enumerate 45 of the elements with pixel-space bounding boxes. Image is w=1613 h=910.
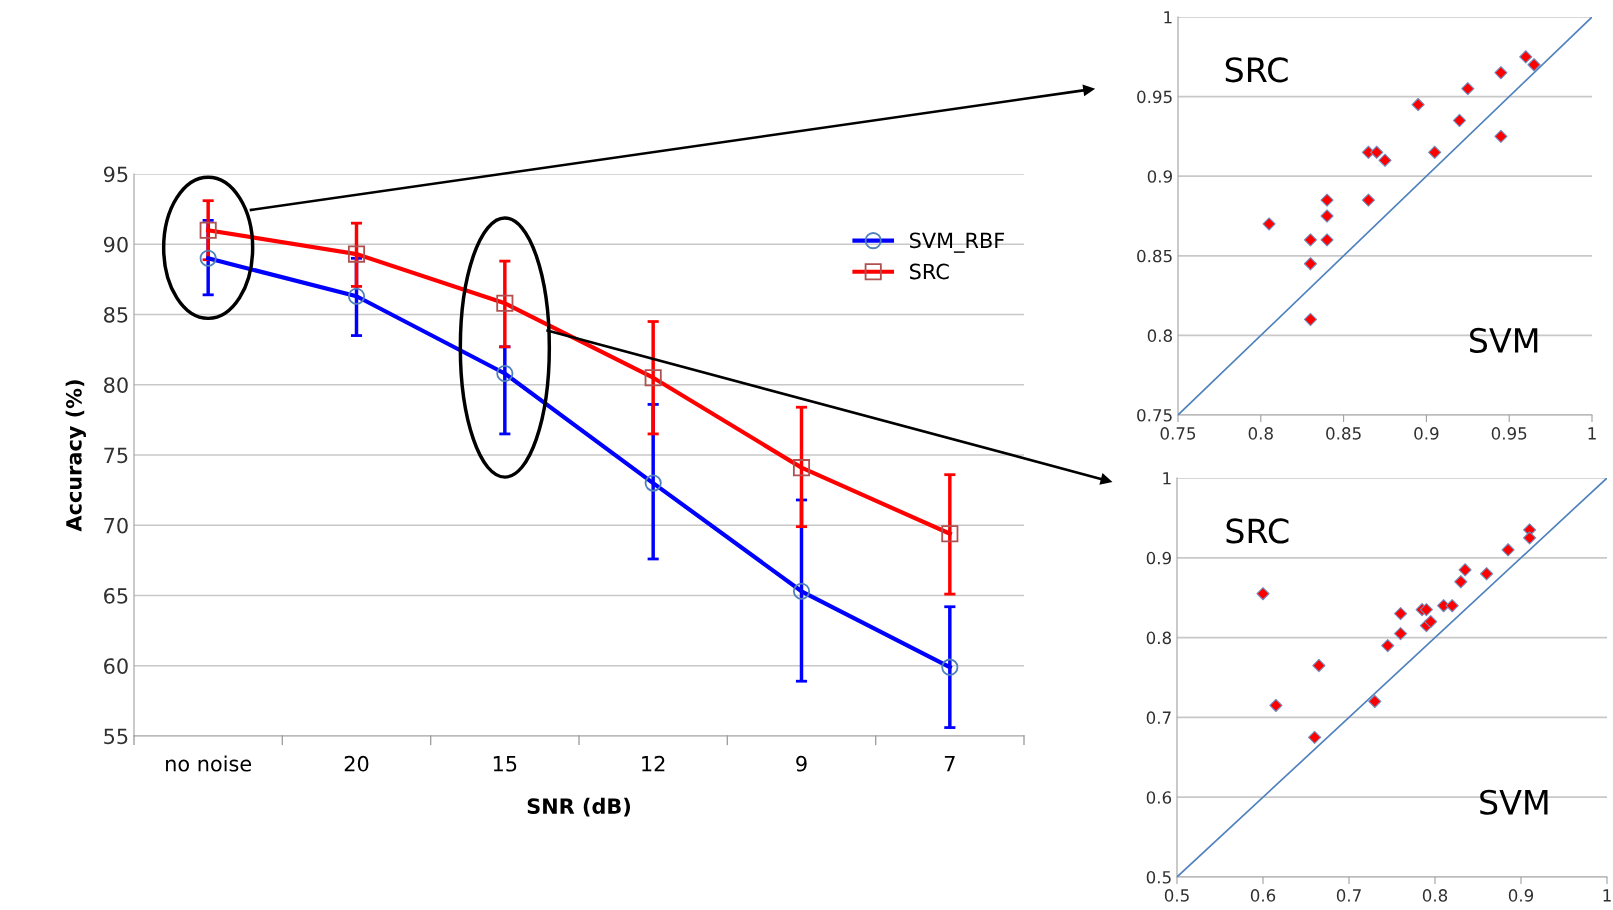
y-tick-label: 65 <box>104 587 128 604</box>
x-tick-label: 0.9 <box>1414 427 1439 440</box>
x-tick-label: 0.6 <box>1250 889 1276 902</box>
x-tick-label: 0.85 <box>1326 427 1361 440</box>
x-axis-title: SNR (dB) <box>527 797 630 817</box>
y-tick-label: 0.95 <box>1137 90 1172 104</box>
y-tick-label: 70 <box>104 517 128 534</box>
y-tick-label: 0.9 <box>1147 170 1172 183</box>
x-tick-label: 9 <box>796 755 807 772</box>
y-tick-label: 0.85 <box>1137 249 1172 263</box>
x-tick-label: 0.7 <box>1336 889 1361 902</box>
legend-label: SVM_RBF <box>910 232 1005 253</box>
x-tick-label: no noise <box>166 755 252 772</box>
legend-label: SRC <box>910 263 949 280</box>
y-tick-label: 0.75 <box>1137 408 1172 422</box>
y-tick-label: 55 <box>104 728 128 745</box>
x-tick-label: 12 <box>642 755 665 772</box>
y-tick-label: 0.9 <box>1146 551 1171 565</box>
annotation: SRC <box>1225 57 1288 83</box>
y-tick-label: 85 <box>104 306 128 323</box>
x-tick-label: 7 <box>944 756 955 772</box>
x-tick-label: 0.8 <box>1248 427 1273 440</box>
y-tick-label: 75 <box>104 447 128 464</box>
annotation: SVM <box>1480 789 1548 815</box>
y-tick-label: 1 <box>1163 472 1171 485</box>
x-tick-label: 15 <box>493 756 517 772</box>
y-tick-label: 0.7 <box>1146 711 1171 724</box>
y-axis-title: Accuracy (%) <box>65 380 86 532</box>
y-tick-label: 80 <box>104 377 128 393</box>
x-tick-label: 0.95 <box>1491 427 1527 440</box>
annotation: SVM <box>1470 327 1538 354</box>
x-tick-label: 0.8 <box>1422 889 1448 902</box>
y-tick-label: 0.5 <box>1146 870 1171 884</box>
annotation: SRC <box>1226 518 1289 544</box>
x-tick-label: 1 <box>1603 889 1611 902</box>
y-tick-label: 95 <box>103 166 128 183</box>
y-tick-label: 90 <box>103 236 128 253</box>
x-tick-label: 0.9 <box>1508 889 1534 902</box>
y-tick-label: 0.6 <box>1146 791 1172 804</box>
x-tick-label: 1 <box>1588 427 1596 440</box>
y-tick-label: 60 <box>104 658 128 674</box>
x-tick-label: 20 <box>344 755 369 772</box>
y-tick-label: 1 <box>1164 11 1172 24</box>
y-tick-label: 0.8 <box>1147 329 1172 342</box>
y-tick-label: 0.8 <box>1146 631 1171 645</box>
